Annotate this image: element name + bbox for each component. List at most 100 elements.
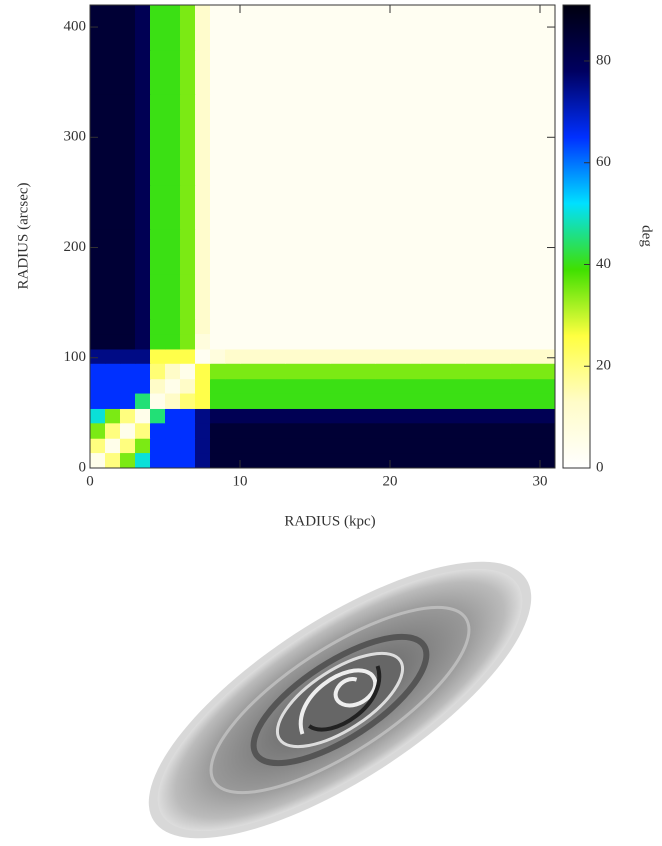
y-tick-label: 200 [64,239,87,255]
heatmap-cell [510,422,556,439]
heatmap-cell [210,94,226,140]
heatmap-cell [180,333,196,350]
heatmap-cell [330,408,376,424]
heatmap-cell [240,378,286,394]
heatmap-cell [510,348,556,364]
heatmap-cell [510,378,556,394]
heatmap-cell [465,348,511,364]
x-tick-label: 10 [233,473,248,489]
heatmap-cell [330,452,376,469]
heatmap-cell [150,228,166,275]
heatmap-cell [150,333,166,350]
heatmap-cell [285,94,331,140]
heatmap-cell [135,452,151,469]
heatmap-cell [135,50,151,95]
heatmap-cell [285,408,331,424]
heatmap-cell [165,319,181,335]
heatmap-cell [330,438,376,454]
heatmap-cell [420,333,466,350]
x-tick-label: 30 [533,473,548,489]
heatmap-cell [225,139,241,186]
heatmap-cell [510,139,556,186]
heatmap-cell [375,452,421,469]
heatmap-cell [120,452,136,469]
heatmap-cell [240,348,286,364]
galaxy-spiral [308,665,382,732]
heatmap-cell [510,184,556,230]
heatmap-cell [225,50,241,95]
heatmap-cell [90,94,106,140]
heatmap-cell [165,438,181,454]
heatmap-cell [285,228,331,275]
heatmap-cell [105,50,121,95]
heatmap-cell [195,273,211,320]
heatmap-cell [330,363,376,380]
heatmap-cell [510,393,556,409]
heatmap-cell [330,273,376,320]
colorbar-tick-label: 0 [596,459,604,475]
heatmap-cell [120,333,136,350]
heatmap-cell [195,319,211,335]
heatmap-cell [165,50,181,95]
heatmap-cell [330,94,376,140]
heatmap-cell [465,378,511,394]
heatmap-cell [180,452,196,469]
heatmap-cell [165,273,181,320]
heatmap-cell [90,452,106,469]
heatmap-cell [375,393,421,409]
heatmap-cell [180,50,196,95]
heatmap-cell [375,422,421,439]
galaxy-spiral [298,668,378,735]
heatmap-cell [225,319,241,335]
heatmap-cell [180,273,196,320]
heatmap-cell [195,94,211,140]
heatmap-cell [330,50,376,95]
heatmap-cell [150,452,166,469]
heatmap-cell [510,228,556,275]
colorbar-tick-label: 80 [596,52,611,68]
heatmap-cell [150,319,166,335]
heatmap-cell [285,422,331,439]
y-tick-label: 100 [64,349,87,365]
heatmap-cell [180,363,196,380]
heatmap-cell [420,273,466,320]
heatmap-cell [180,348,196,364]
heatmap-cell [210,378,226,394]
heatmap-cell [420,438,466,454]
heatmap-cell [180,378,196,394]
heatmap-cell [510,5,556,51]
heatmap-cell [195,348,211,364]
heatmap-cell [420,378,466,394]
heatmap-cell [210,273,226,320]
heatmap-cell [285,452,331,469]
heatmap-cell [465,452,511,469]
heatmap-cell [135,393,151,409]
heatmap-cell [180,228,196,275]
heatmap-cell [225,422,241,439]
heatmap-cell [420,348,466,364]
heatmap-cell [105,319,121,335]
heatmap-cell [150,363,166,380]
heatmap-cell [375,94,421,140]
heatmap-cell [330,319,376,335]
galaxy-ring [209,605,471,795]
heatmap-cell [465,393,511,409]
heatmap-cell [195,5,211,51]
heatmap-cell [510,333,556,350]
heatmap-cell [465,319,511,335]
heatmap-cell [375,408,421,424]
heatmap-cell [375,5,421,51]
heatmap-cell [225,273,241,320]
y-tick-label: 0 [79,459,87,475]
heatmap-cell [420,184,466,230]
heatmap-cell [240,333,286,350]
heatmap-cell [285,393,331,409]
heatmap-cell [105,273,121,320]
heatmap-cell [225,452,241,469]
heatmap-cell [375,50,421,95]
heatmap-cell [120,408,136,424]
heatmap-cell [150,378,166,394]
heatmap-cell [90,5,106,51]
heatmap-cell [90,348,106,364]
heatmap-cell [225,363,241,380]
